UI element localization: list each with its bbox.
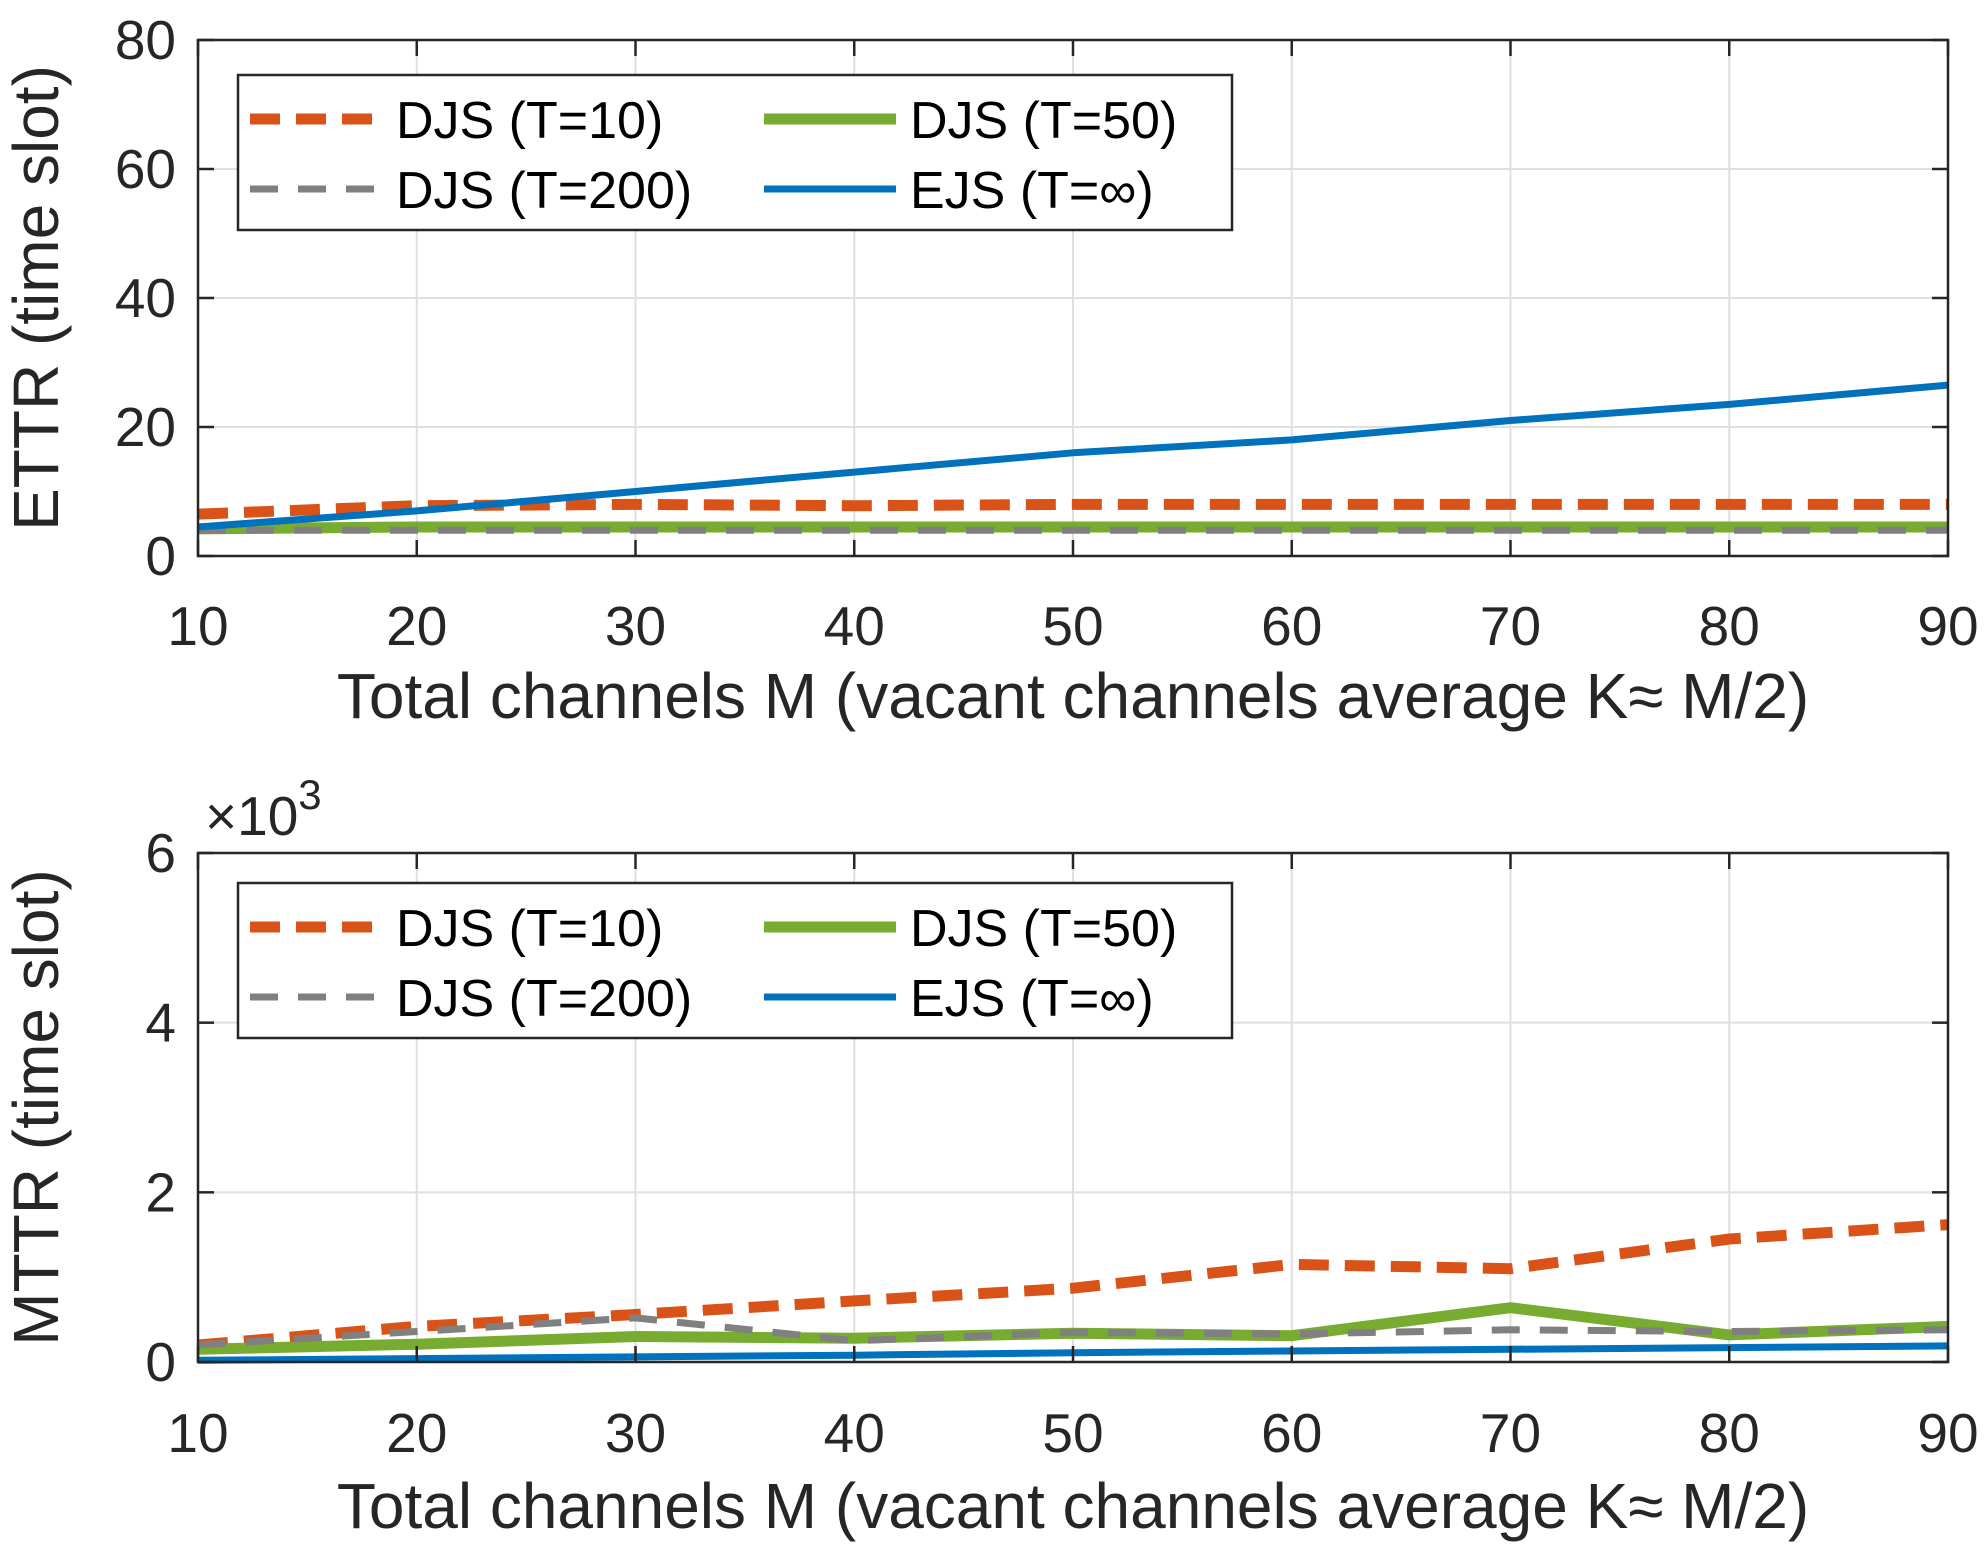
x-tick-label: 40 bbox=[824, 595, 885, 657]
y-tick-label: 40 bbox=[115, 267, 176, 329]
x-tick-label: 50 bbox=[1042, 1402, 1103, 1464]
series-line-3 bbox=[197, 1314, 1949, 1349]
x-tick-label: 10 bbox=[167, 1402, 228, 1464]
y-tick-label: 60 bbox=[115, 138, 176, 200]
y-tick-label: 0 bbox=[145, 525, 176, 587]
x-tick-label: 60 bbox=[1261, 1402, 1322, 1464]
y-tick-label: 20 bbox=[115, 396, 176, 458]
y-axis-label: ETTR (time slot) bbox=[0, 65, 72, 531]
legend-label-4: EJS (T=∞) bbox=[910, 162, 1154, 220]
x-tick-label: 80 bbox=[1699, 595, 1760, 657]
legend-label-2: DJS (T=50) bbox=[910, 92, 1177, 150]
y-tick-label: 0 bbox=[145, 1331, 176, 1393]
series-line-4 bbox=[197, 381, 1949, 531]
y-exponent-power: 3 bbox=[298, 771, 321, 818]
y-tick-label: 2 bbox=[145, 1161, 176, 1223]
x-tick-label: 20 bbox=[386, 1402, 447, 1464]
x-tick-label: 70 bbox=[1480, 595, 1541, 657]
legend-box bbox=[236, 73, 1234, 232]
legend-box bbox=[236, 881, 1234, 1040]
x-tick-label: 50 bbox=[1042, 595, 1103, 657]
legend-label-3: DJS (T=200) bbox=[396, 970, 692, 1028]
legend-label-3: DJS (T=200) bbox=[396, 162, 692, 220]
x-tick-label: 70 bbox=[1480, 1402, 1541, 1464]
y-tick-label: 6 bbox=[145, 822, 176, 884]
x-axis-label: Total channels M (vacant channels averag… bbox=[337, 1470, 1809, 1542]
x-tick-label: 90 bbox=[1917, 595, 1978, 657]
y-exponent-label: ×103 bbox=[205, 771, 322, 847]
x-tick-label: 30 bbox=[605, 1402, 666, 1464]
x-tick-label: 30 bbox=[605, 595, 666, 657]
y-tick-label: 80 bbox=[115, 9, 176, 71]
legend-label-1: DJS (T=10) bbox=[396, 900, 663, 958]
x-tick-label: 40 bbox=[824, 1402, 885, 1464]
x-tick-label: 10 bbox=[167, 595, 228, 657]
x-tick-label: 60 bbox=[1261, 595, 1322, 657]
legend-label-2: DJS (T=50) bbox=[910, 900, 1177, 958]
legend-label-4: EJS (T=∞) bbox=[910, 970, 1154, 1028]
x-tick-label: 80 bbox=[1699, 1402, 1760, 1464]
x-tick-label: 20 bbox=[386, 595, 447, 657]
y-axis-label: MTTR (time slot) bbox=[0, 869, 72, 1345]
y-tick-label: 4 bbox=[145, 992, 176, 1054]
series-line-1 bbox=[197, 1219, 1949, 1351]
legend-label-1: DJS (T=10) bbox=[396, 92, 663, 150]
x-tick-label: 90 bbox=[1917, 1402, 1978, 1464]
chart-panel-2: 10 20 30 40 50 60 70 80 90 0 2 4 6 ×103 Total channels… bbox=[0, 771, 1979, 1542]
legend: DJS (T=10) DJS (T=50) DJS (T=200) EJS (T=∞) bbox=[236, 881, 1234, 1040]
legend: DJS (T=10) DJS (T=50) DJS (T=200) EJS (T=∞) bbox=[236, 73, 1234, 232]
x-axis-label: Total channels M (vacant channels averag… bbox=[337, 660, 1809, 732]
